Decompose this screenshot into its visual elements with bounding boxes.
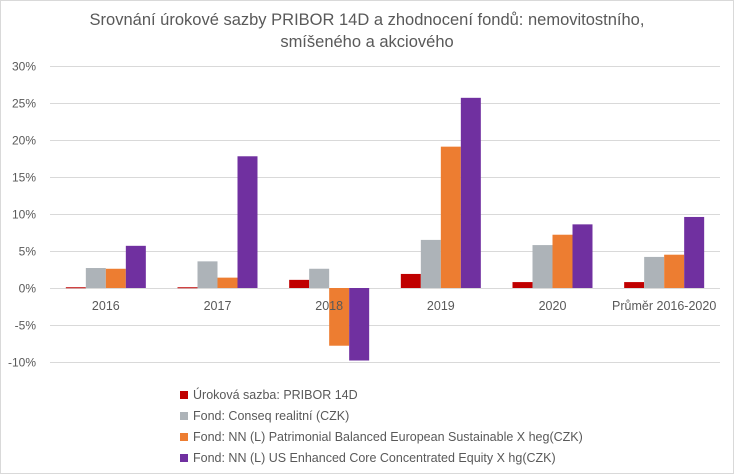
bar: [125, 245, 146, 288]
legend-item: Úroková sazba: PRIBOR 14D: [180, 384, 583, 405]
bar: [532, 245, 553, 288]
bar: [349, 288, 370, 361]
bar: [684, 216, 705, 288]
legend-swatch: [180, 390, 188, 399]
x-category-label: 2019: [427, 299, 455, 313]
bar: [460, 97, 481, 288]
bar: [329, 288, 350, 346]
legend-item: Fond: NN (L) US Enhanced Core Concentrat…: [180, 447, 583, 468]
bar: [65, 287, 86, 289]
chart-title-line2: smíšeného a akciového: [280, 33, 454, 51]
y-tick-label: 5%: [19, 245, 37, 259]
bar: [572, 224, 593, 288]
legend-label: Fond: NN (L) US Enhanced Core Concentrat…: [193, 450, 556, 465]
legend-item: Fond: NN (L) Patrimonial Balanced Europe…: [180, 426, 583, 447]
y-tick-label: -10%: [8, 356, 36, 370]
bar: [105, 268, 126, 288]
bar: [644, 256, 665, 288]
y-tick-label: 30%: [12, 60, 36, 74]
y-tick-label: 10%: [12, 208, 36, 222]
chart-title: Srovnání úrokové sazby PRIBOR 14D a zhod…: [0, 9, 734, 53]
chart-title-line1: Srovnání úrokové sazby PRIBOR 14D a zhod…: [89, 11, 645, 29]
bar: [624, 282, 645, 288]
bar: [440, 146, 461, 288]
legend-swatch: [180, 432, 188, 441]
legend-swatch: [180, 453, 188, 462]
y-tick-label: 20%: [12, 134, 36, 148]
bar: [664, 254, 685, 288]
legend: Úroková sazba: PRIBOR 14D Fond: Conseq re…: [180, 384, 583, 468]
bar: [309, 268, 330, 288]
bar: [197, 261, 218, 288]
legend-item: Fond: Conseq realitní (CZK): [180, 405, 583, 426]
bar: [552, 234, 573, 288]
bar: [217, 277, 238, 288]
x-category-label: Průměr 2016-2020: [612, 299, 716, 313]
y-tick-label: 15%: [12, 171, 36, 185]
legend-label: Fond: NN (L) Patrimonial Balanced Europe…: [193, 429, 583, 444]
bar: [400, 273, 421, 288]
legend-label: Úroková sazba: PRIBOR 14D: [193, 387, 358, 402]
legend-label: Fond: Conseq realitní (CZK): [193, 408, 350, 423]
bar: [289, 279, 310, 288]
legend-swatch: [180, 411, 188, 420]
x-category-label: 2020: [539, 299, 567, 313]
y-tick-label: 25%: [12, 97, 36, 111]
y-tick-label: 0%: [19, 282, 37, 296]
bar: [85, 268, 106, 288]
x-category-label: 2018: [315, 299, 343, 313]
bar: [177, 287, 198, 289]
bar: [420, 239, 441, 288]
x-category-label: 2017: [204, 299, 232, 313]
x-category-label: 2016: [92, 299, 120, 313]
bar: [237, 156, 258, 288]
bar: [512, 282, 533, 288]
y-tick-label: -5%: [15, 319, 37, 333]
